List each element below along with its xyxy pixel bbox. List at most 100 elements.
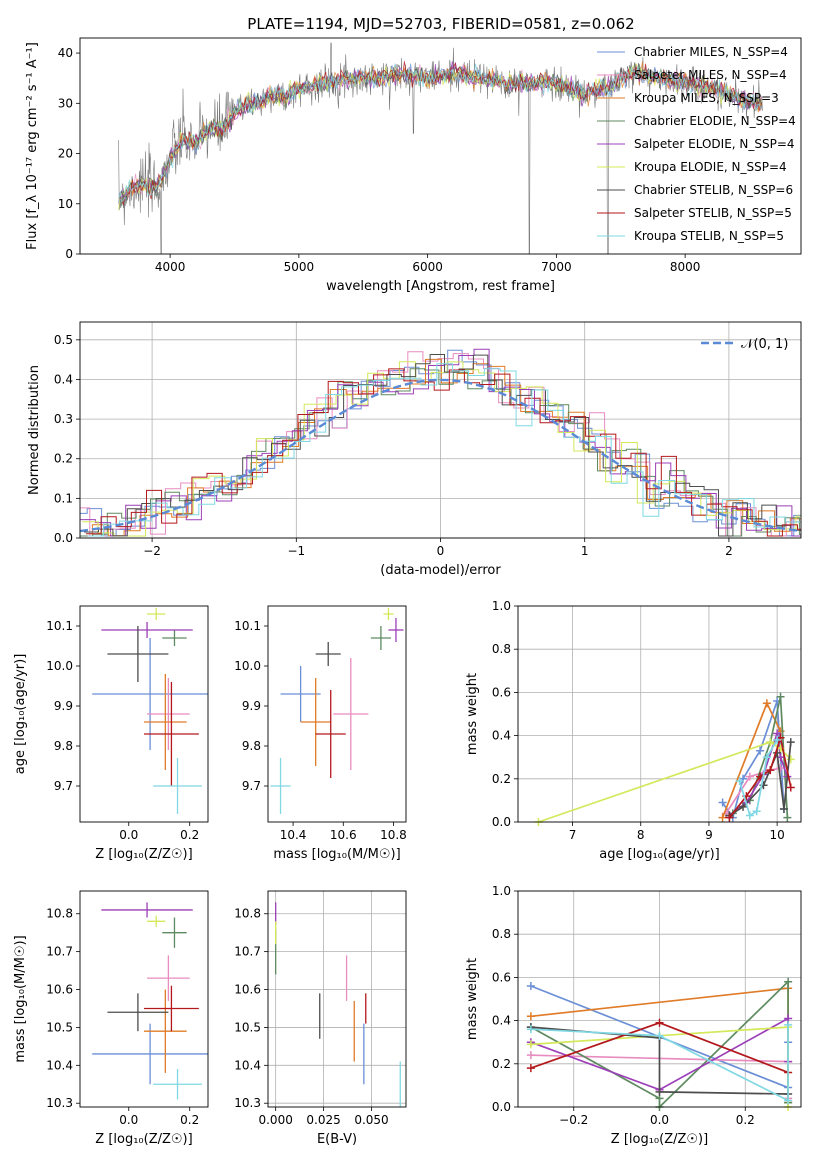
x-axis-label: (data-model)/error [380,563,501,578]
error-point [107,626,169,682]
y-tick-label: 0.6 [492,970,511,984]
x-tick-label: 0.050 [354,1113,388,1127]
weight-marker [779,805,788,814]
x-tick-label: 0.000 [258,1113,292,1127]
weight-vs-age-panel: 7 8 9 10 0.0 0.2 0.4 0.6 0.8 1.0 age [log₁₀(age/yr… [465,599,802,862]
y-tick-label: 9.9 [242,699,261,713]
y-axis-label: mass weight [465,958,480,1040]
y-axis-label: Flux [f_λ 10⁻¹⁷ erg cm⁻² s⁻¹ A⁻¹] [25,42,40,250]
weight-marker [655,1018,664,1027]
plot-frame [79,37,802,255]
error-point [107,993,169,1032]
x-axis-label: age [log₁₀(age/yr)] [599,847,720,862]
x-tick-label: 7 [569,828,577,842]
error-point [144,682,199,786]
error-point [383,608,394,620]
weight-marker [718,798,727,807]
legend-entry: 𝒩(0, 1) [741,337,788,352]
legend-entry: Chabrier MILES, N_SSP=4 [634,45,788,59]
y-tick-label: 10.3 [234,1096,261,1110]
y-tick-label: 0.0 [492,1100,511,1114]
x-tick-label: 6000 [412,260,443,274]
x-tick-label: −0.2 [559,1113,588,1127]
error-point [370,626,391,650]
model-fit-line [118,63,762,203]
x-tick-label: 10.8 [380,828,407,842]
weight-marker [762,753,771,762]
error-point [153,1069,202,1100]
x-axis-label: mass [log₁₀(M/M☉)] [273,847,400,862]
y-tick-label: 10.6 [234,983,261,997]
y-tick-label: 0.5 [54,333,73,347]
x-tick-label: 4000 [155,260,186,274]
error-point [270,758,291,814]
weight-marker [735,776,744,785]
x-tick-label: 0.0 [650,1113,669,1127]
weight-marker [762,699,771,708]
y-tick-label: 1.0 [492,884,511,898]
weight-marker [739,802,748,811]
y-tick-label: 40 [58,46,73,60]
y-tick-label: 10.6 [46,983,73,997]
legend-entry: Salpeter ELODIE, N_SSP=4 [634,137,795,151]
x-axis-label: wavelength [Angstrom, rest frame] [326,279,555,294]
plot-frame [79,605,209,823]
y-tick-label: 0.0 [54,531,73,545]
residuals-panel: −2 −1 0 1 2 0.0 0.1 0.2 0.3 0.4 0.5 (data-model)/er… [27,321,802,578]
error-point [333,658,369,770]
y-tick-label: 30 [58,96,73,110]
residual-histogram [80,358,801,537]
error-point [315,642,341,666]
x-tick-label: −2 [143,544,161,558]
weight-marker [766,738,775,747]
age-vs-metallicity-panel: 0.0 0.2 9.7 9.8 9.9 10.0 10.1 Z [log₁₀(Z/Z☉)] ag… [13,605,209,862]
weight-marker [786,755,795,764]
x-tick-label: 8000 [670,260,701,274]
x-tick-label: 1 [581,544,589,558]
y-tick-label: 0.4 [492,1014,511,1028]
y-axis-label: age [log₁₀(age/yr)] [13,654,28,775]
weight-marker [745,772,754,781]
y-tick-label: 0.2 [54,452,73,466]
y-tick-label: 9.8 [242,739,261,753]
weight-marker [776,692,785,701]
y-axis-label: mass weight [465,673,480,755]
x-tick-label: 0 [437,544,445,558]
mass-vs-metallicity-panel: 0.0 0.2 10.3 10.4 10.5 10.6 10.7 10.8 Z [log₁₀(Z… [13,890,209,1147]
error-point [144,989,187,1073]
y-tick-label: 0.1 [54,491,73,505]
age-vs-mass-panel: 10.4 10.6 10.8 9.7 9.8 9.9 10.0 10.1 mass [log₁₀… [234,605,407,862]
y-tick-label: 0.2 [492,1057,511,1071]
error-point [147,608,166,620]
error-point [147,955,190,1001]
weight-marker [776,764,785,772]
y-tick-label: 10.5 [46,1020,73,1034]
y-tick-label: 0.4 [492,729,511,743]
x-axis-label: Z [log₁₀(Z/Z☉)] [611,1132,708,1147]
weight-series-line [538,741,792,823]
x-tick-label: 0.025 [306,1113,340,1127]
y-tick-label: 10 [58,197,73,211]
weight-marker [745,811,754,820]
weight-vs-metallicity-panel: −0.2 0.0 0.2 0.0 0.2 0.4 0.6 0.8 1.0 Z [log₁₀(Z/Z… [465,884,802,1147]
y-tick-label: 10.4 [46,1058,73,1072]
error-point [162,630,187,646]
y-tick-label: 10.1 [234,619,261,633]
legend-entry: Kroupa MILES, N_SSP=3 [634,91,779,105]
figure-title: PLATE=1194, MJD=52703, FIBERID=0581, z=0… [247,15,634,33]
legend-entry: Kroupa ELODIE, N_SSP=4 [634,160,787,174]
y-tick-label: 10.1 [46,619,73,633]
y-tick-label: 0.0 [492,815,511,829]
weight-marker [786,783,795,792]
error-point [280,666,321,722]
y-tick-label: 0 [65,247,73,261]
weight-marker [766,766,775,775]
weight-marker [526,1012,535,1021]
error-point [300,678,331,766]
x-tick-label: 10.6 [330,828,357,842]
x-tick-label: 0.2 [180,828,199,842]
spectrum-lines [118,42,763,254]
weight-marker [526,1051,535,1060]
spectrum-panel: 4000 5000 6000 7000 8000 0 10 20 30 40 wavelength … [25,37,802,294]
